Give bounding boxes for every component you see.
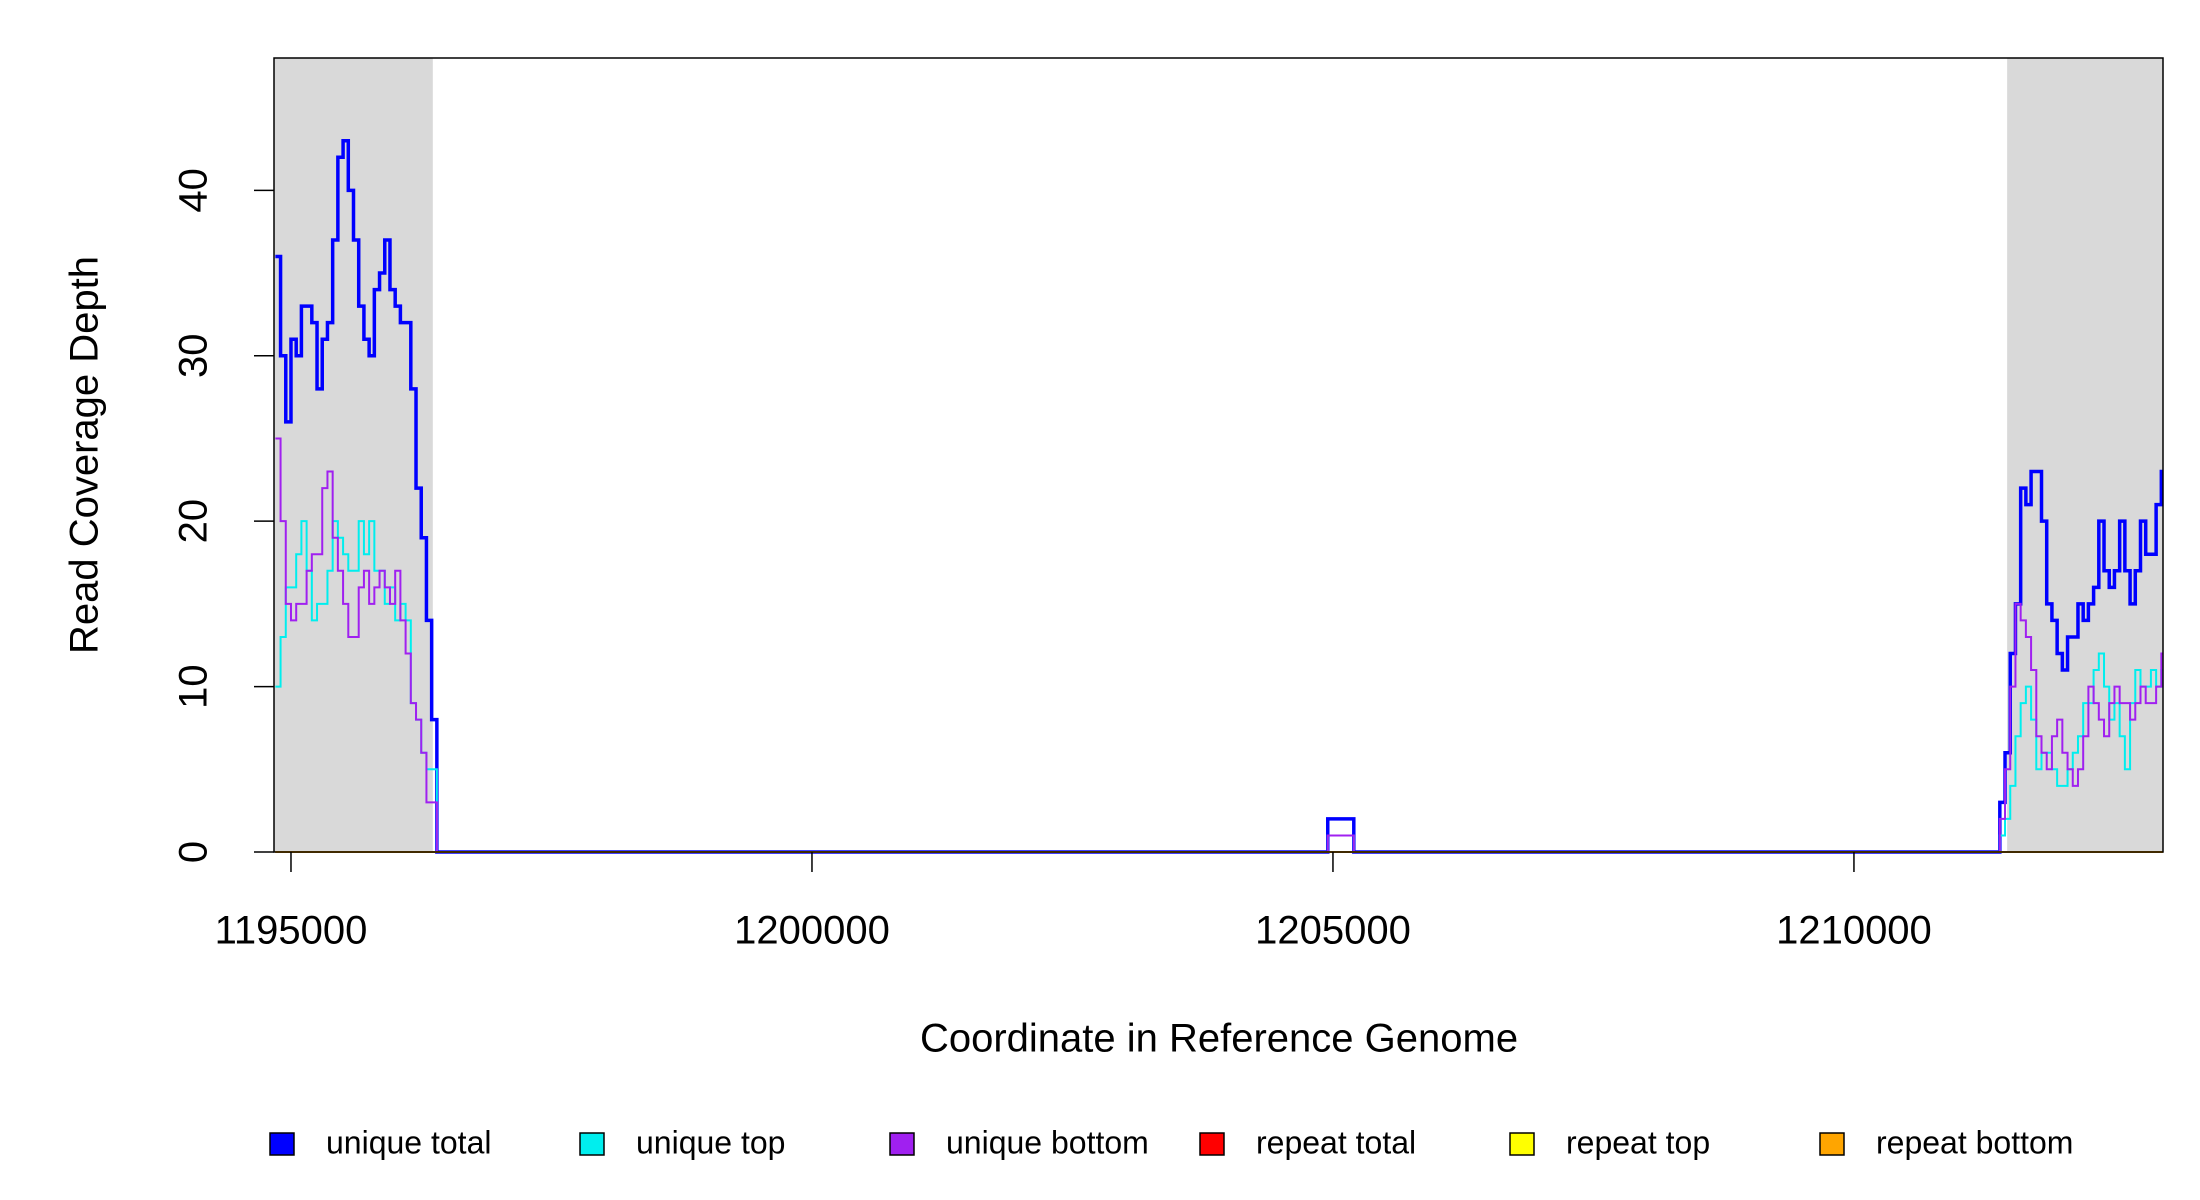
plot-frame bbox=[273, 57, 2164, 853]
y-tick-label: 40 bbox=[172, 168, 216, 213]
legend-label: unique top bbox=[636, 1124, 785, 1160]
coverage-line bbox=[275, 520, 2163, 853]
legend-label: repeat top bbox=[1566, 1124, 1710, 1160]
y-tick-label: 0 bbox=[172, 841, 216, 863]
x-tick-label: 1200000 bbox=[734, 909, 890, 953]
legend-swatch bbox=[1819, 1132, 1845, 1156]
legend-swatch bbox=[889, 1132, 915, 1156]
legend-swatch bbox=[579, 1132, 605, 1156]
legend-swatch bbox=[1199, 1132, 1225, 1156]
x-axis-label: Coordinate in Reference Genome bbox=[920, 1017, 1518, 1061]
legend-label: repeat total bbox=[1256, 1124, 1416, 1160]
shaded-region bbox=[274, 58, 433, 852]
legend-label: unique total bbox=[326, 1124, 491, 1160]
legend-swatch bbox=[269, 1132, 295, 1156]
y-tick-label: 20 bbox=[172, 499, 216, 544]
y-tick-label: 30 bbox=[172, 334, 216, 379]
y-tick-label: 10 bbox=[172, 664, 216, 709]
x-tick-label: 1195000 bbox=[215, 909, 368, 953]
legend-swatch bbox=[1509, 1132, 1535, 1156]
shaded-region bbox=[2007, 58, 2163, 852]
x-tick-label: 1205000 bbox=[1255, 909, 1411, 953]
legend-label: repeat bottom bbox=[1876, 1124, 2073, 1160]
coverage-line bbox=[275, 437, 2163, 853]
legend-label: unique bottom bbox=[946, 1124, 1149, 1160]
y-axis-label: Read Coverage Depth bbox=[63, 256, 107, 654]
coverage-line bbox=[275, 138, 2164, 854]
x-tick-label: 1210000 bbox=[1776, 909, 1932, 953]
